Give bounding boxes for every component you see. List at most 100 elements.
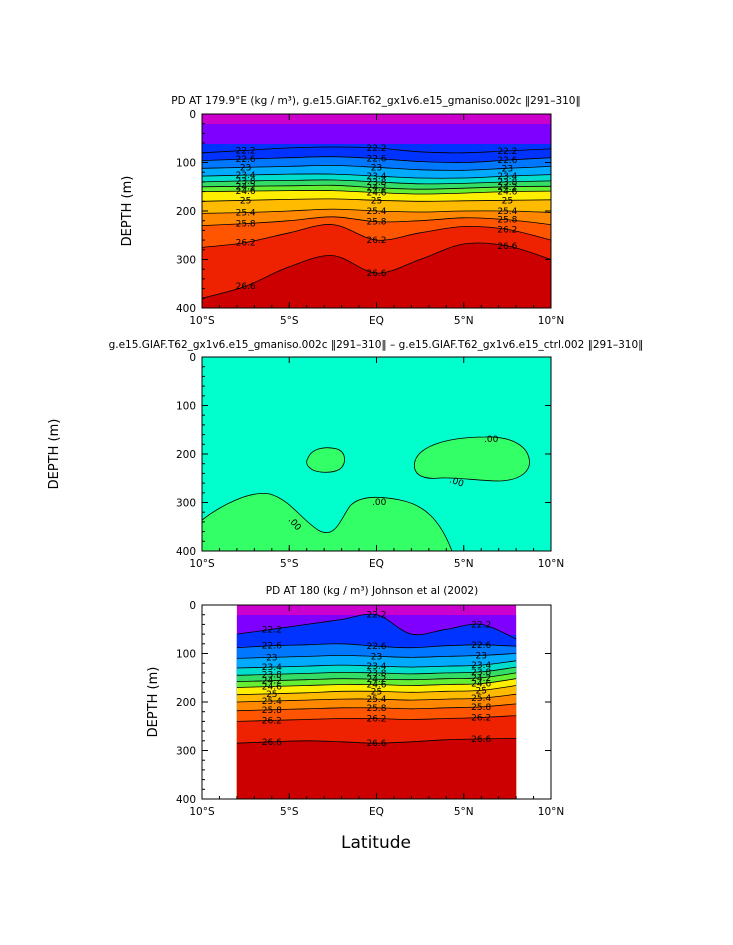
contour-label: 23: [266, 653, 277, 663]
y-tick-label: 400: [176, 303, 196, 315]
isopycnal-line: [236, 703, 517, 712]
contour-label: 26.6: [366, 269, 386, 279]
isopycnal-line: [236, 678, 517, 688]
contour-label: 22.6: [366, 155, 386, 165]
contour-label: 22.2: [262, 625, 282, 635]
contour-label: 26.2: [497, 225, 517, 235]
contour-label: 24.6: [366, 189, 386, 199]
isopycnal-line: [202, 224, 551, 248]
y-tick-label: 200: [176, 697, 196, 709]
contour-label: 25: [371, 196, 382, 206]
x-tick-label: 5°S: [280, 806, 299, 818]
contour-label: 22.2: [366, 611, 386, 621]
contour-label: 25: [502, 196, 513, 206]
contour-label: 23.8: [497, 178, 517, 188]
contour-label: 25: [240, 196, 251, 206]
contour-label: 24.2: [236, 182, 256, 192]
contour-label: 25.4: [236, 208, 256, 218]
contour-label: 25.4: [471, 694, 491, 704]
contour-label: 24.2: [497, 183, 517, 193]
contour-label: 24.6: [262, 682, 282, 692]
contour-label: 22.2: [236, 146, 256, 156]
contour-label: 25.4: [366, 207, 386, 217]
contour-label: 25: [266, 690, 277, 700]
y-tick-label: 200: [176, 449, 196, 461]
contour-label: 24.6: [471, 680, 491, 690]
isopycnal-line: [236, 660, 517, 669]
isopycnal-line: [202, 216, 551, 226]
axes: 10°S 5°S EQ 5°N 10°N 0 100 200 300 400: [176, 600, 564, 818]
isopycnal-line: [236, 613, 517, 640]
contour-label: 26.2: [366, 236, 386, 246]
contour-label: 23.4: [471, 661, 491, 671]
contour-label: 24.2: [366, 675, 386, 685]
contour-label: 24.2: [471, 674, 491, 684]
x-tick-label: 10°N: [538, 806, 564, 818]
contour-label: 25.8: [366, 218, 386, 228]
contour-label: 26.2: [236, 239, 256, 249]
axes: 10°S 5°S EQ 5°N 10°N 0 100 200 300 400: [176, 109, 564, 327]
panel-difference: g.e15.GIAF.T62_gx1v6.e15_gmaniso.002c ‖2…: [47, 339, 643, 570]
contour-label: 25: [475, 686, 486, 696]
y-tick-label: 0: [189, 600, 196, 612]
contour-label: 26.6: [236, 282, 256, 292]
contour-label-zero: .00: [484, 435, 499, 445]
isopycnal-line: [202, 242, 551, 299]
y-tick-label: 100: [176, 158, 196, 170]
panel-title: PD AT 179.9°E (kg / m³), g.e15.GIAF.T62_…: [171, 95, 581, 107]
contour-label: 25.8: [497, 216, 517, 226]
panel-title: g.e15.GIAF.T62_gx1v6.e15_gmaniso.002c ‖2…: [109, 339, 644, 351]
y-tick-label: 300: [176, 498, 196, 510]
isopycnal-line: [202, 184, 551, 190]
contour-label: 25.4: [262, 697, 282, 707]
x-tick-label: 5°N: [454, 558, 474, 570]
contour-label: 22.6: [236, 155, 256, 165]
x-tick-label: EQ: [369, 806, 384, 818]
isopycnal-line: [202, 156, 551, 163]
y-tick-label: 400: [176, 546, 196, 558]
isopycnal-line: [202, 164, 551, 171]
isopycnal-line: [236, 643, 517, 649]
contour-label: 25.4: [497, 207, 517, 217]
isopycnal-line: [202, 198, 551, 202]
contour-label: 25.8: [262, 706, 282, 716]
contour-label: 25.8: [236, 220, 256, 230]
panel-observed-density: PD AT 180 (kg / m³) Johnson et al (2002)…: [146, 585, 564, 818]
contour-label-zero: .00: [448, 475, 465, 489]
panel-title: PD AT 180 (kg / m³) Johnson et al (2002): [266, 585, 478, 597]
panel-model-density: PD AT 179.9°E (kg / m³), g.e15.GIAF.T62_…: [120, 95, 581, 327]
contour-label: 25.8: [366, 704, 386, 714]
contour-label: 26.2: [471, 714, 491, 724]
isopycnal-line: [202, 146, 551, 154]
y-tick-label: 200: [176, 206, 196, 218]
plot-area: .00 .00 .00 .00: [202, 357, 551, 551]
contour-label: 23: [371, 652, 382, 662]
x-tick-label: 10°N: [538, 315, 564, 327]
isopycnal-line: [236, 693, 517, 703]
isopycnal-line: [236, 715, 517, 722]
x-tick-label: 10°S: [189, 558, 215, 570]
contour-label: 25.4: [366, 695, 386, 705]
contour-fills: [236, 605, 517, 799]
contour-label: 23.4: [366, 172, 386, 182]
x-tick-label: 5°N: [454, 315, 474, 327]
contour-label: 26.2: [262, 716, 282, 726]
x-tick-label: 5°S: [280, 315, 299, 327]
contour-label: 22.6: [471, 641, 491, 651]
x-tick-label: 5°N: [454, 806, 474, 818]
contour-label: 23: [371, 163, 382, 173]
positive-region-north: [413, 436, 530, 482]
contour-label: 23.4: [366, 662, 386, 672]
isopycnal-line: [236, 738, 517, 744]
contour-label: 23.4: [497, 172, 517, 182]
contour-fill-band: [202, 242, 551, 308]
contour-lines: [202, 146, 551, 299]
x-tick-label: 5°S: [280, 558, 299, 570]
isopycnal-line: [202, 190, 551, 195]
isopycnal-line: [236, 672, 517, 682]
isopycnal-line: [236, 666, 517, 676]
y-axis-label: DEPTH (m): [146, 667, 161, 738]
